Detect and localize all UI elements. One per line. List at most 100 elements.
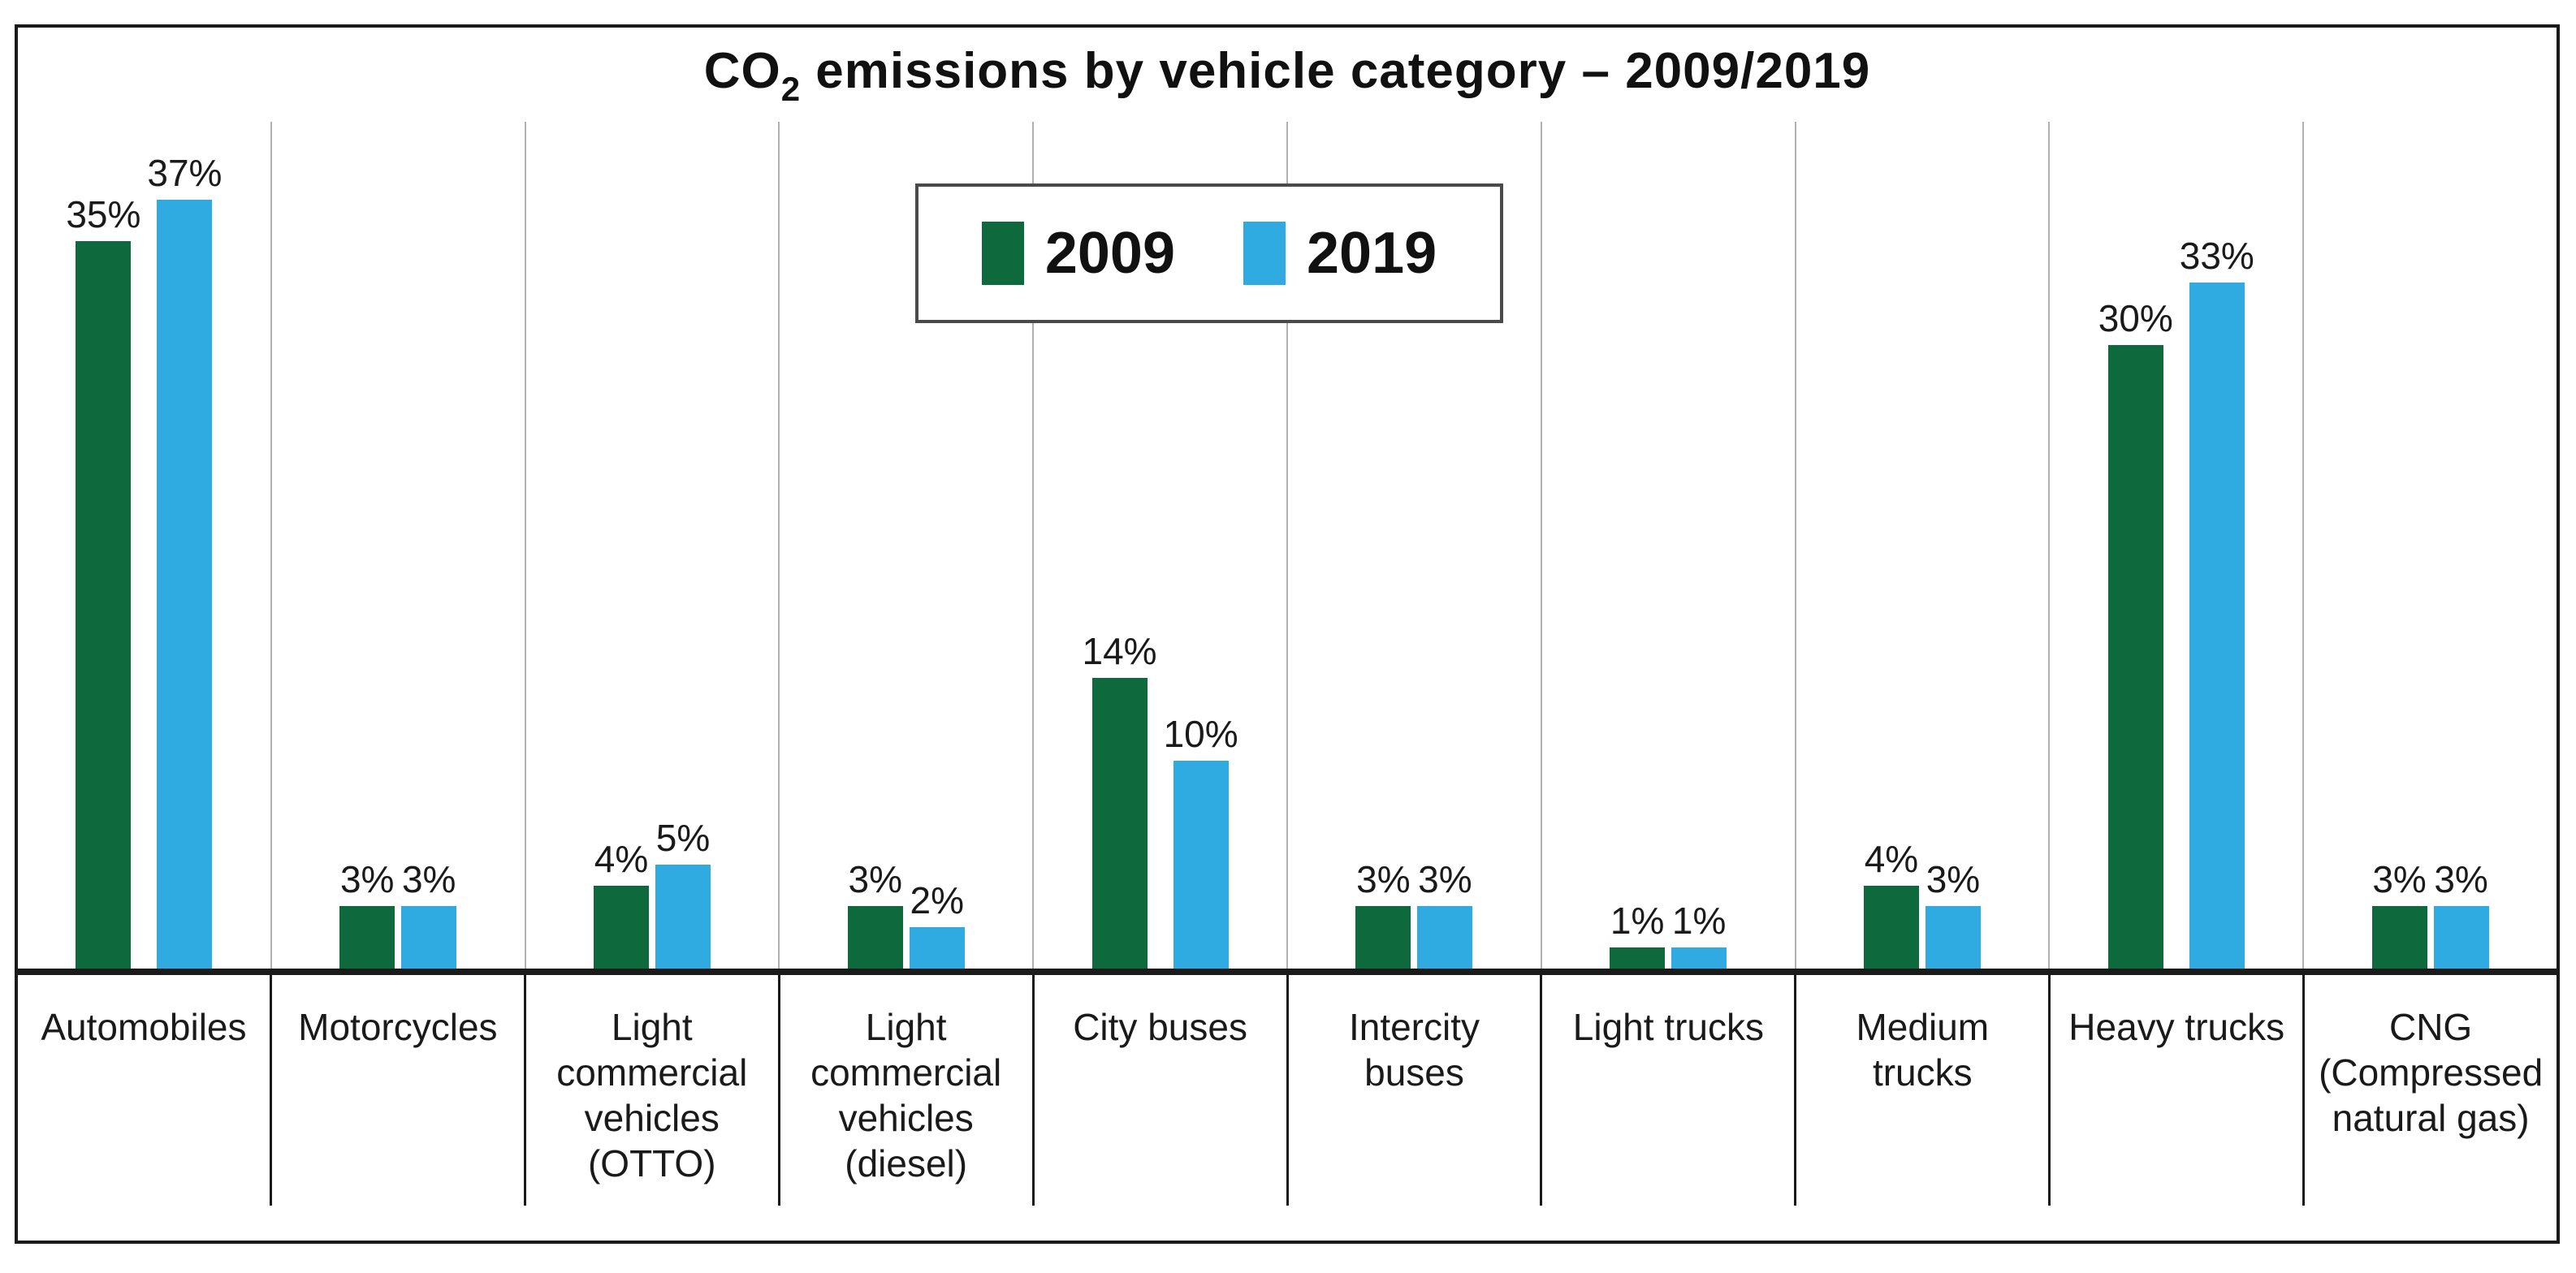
category-label: Automobiles [41,1006,247,1048]
category-column: 3% 2% [778,122,1032,969]
bar-value-label: 10% [1163,713,1238,755]
legend-label: 2019 [1307,221,1437,286]
bar-value-label: 3% [339,858,395,900]
bar-value-label: 3% [1418,858,1472,900]
bar-group-2019: 3% [1925,858,1981,969]
category-column: 14% 10% [1032,122,1286,969]
bar-value-label: 1% [1610,900,1665,942]
bar-value-label: 30% [2098,297,2173,339]
chart-title-pre: CO [703,43,781,99]
bar-group-2019: 3% [401,858,457,969]
category-column: 3% 3% [1286,122,1541,969]
bar-pair: 4% 3% [1861,840,1984,969]
category-label: City buses [1073,1006,1247,1048]
bar-pair: 30% 33% [2095,237,2258,969]
category-label: Light commercial vehicles (diesel) [810,1006,1002,1185]
category-column: 3% 3% [2302,122,2557,969]
chart-title: CO2 emissions by vehicle category – 2009… [18,42,2557,109]
legend-box: 2009 2019 [915,183,1503,323]
bar-group-2019: 5% [655,819,711,969]
plot-columns: 35% 37% 3% 3% 4% 5% 3% 2% 14% 10% 3% 3% 1% 1% 4% 3% 30% 3… [18,122,2557,969]
category-label-cell: Intercity buses [1286,975,1541,1206]
bar-group-2009: 3% [847,858,903,969]
bar-group-2009: 30% [2098,300,2173,969]
chart-title-post: emissions by vehicle category – 2009/201… [801,43,1871,99]
x-axis-line [18,969,2557,975]
bar-value-label: 3% [848,858,903,900]
category-label-cell: Automobiles [18,975,270,1206]
bar-group-2009: 3% [2371,858,2427,969]
bar-2019 [1671,947,1727,969]
bar-2009 [76,241,132,969]
category-column: 4% 3% [1794,122,2049,969]
bar-value-label: 4% [1864,838,1919,880]
category-label-cell: Light trucks [1540,975,1794,1206]
bar-value-label: 2% [910,879,965,921]
bar-2009 [1091,678,1148,969]
bar-2019 [655,865,711,969]
bar-2009 [1863,886,1919,969]
category-label-cell: Motorcycles [269,975,524,1206]
bar-group-2009: 14% [1083,632,1157,969]
legend-swatch-2019 [1243,222,1286,285]
chart-title-subscript: 2 [780,70,802,108]
bar-value-label: 5% [655,817,711,859]
category-column: 1% 1% [1540,122,1795,969]
bar-group-2009: 1% [1610,900,1666,969]
category-label-cell: Light commercial vehicles (OTTO) [523,975,778,1206]
legend-label: 2009 [1044,221,1175,286]
bar-2019 [2433,906,2489,969]
bar-2009 [1610,947,1666,969]
category-label: Heavy trucks [2068,1006,2285,1048]
bar-group-2009: 3% [1355,861,1411,969]
bar-pair: 3% 3% [2369,861,2492,969]
bar-group-2009: 35% [66,196,140,969]
bar-2019 [909,927,965,969]
category-label: CNG (Compressed natural gas) [2319,1006,2544,1140]
bar-group-2009: 3% [339,861,395,969]
legend-swatch-2009 [981,222,1024,285]
chart-frame: CO2 emissions by vehicle category – 2009… [15,24,2560,1244]
bar-pair: 1% 1% [1606,902,1730,969]
category-label-cell: City buses [1031,975,1286,1206]
bar-group-2019: 37% [147,154,222,969]
bar-value-label: 3% [2372,858,2427,900]
bar-group-2009: 4% [593,838,649,969]
bar-value-label: 4% [594,838,649,880]
bar-value-label: 1% [1671,900,1727,942]
bar-2019 [2189,283,2245,969]
bar-value-label: 3% [1926,858,1981,900]
bar-group-2019: 33% [2180,237,2254,969]
bar-pair: 3% 2% [845,861,968,969]
category-label: Medium trucks [1856,1006,1990,1094]
bar-group-2009: 4% [1863,838,1919,969]
category-label-cell: CNG (Compressed natural gas) [2302,975,2557,1206]
category-label: Motorcycles [298,1006,498,1048]
bar-pair: 14% 10% [1079,632,1242,969]
legend-item: 2009 [981,221,1175,286]
bar-pair: 3% 3% [336,861,460,969]
bar-2019 [1173,761,1229,969]
category-column: 35% 37% [18,122,270,969]
bar-2009 [339,906,395,969]
bar-value-label: 3% [2434,858,2488,900]
bar-value-label: 3% [401,858,456,900]
bar-2019 [1417,906,1473,969]
bar-group-2019: 3% [1417,858,1473,969]
category-column: 4% 5% [524,122,779,969]
bar-2019 [1925,906,1981,969]
bar-value-label: 37% [147,152,223,194]
category-label-cell: Light commercial vehicles (diesel) [777,975,1032,1206]
bar-value-label: 33% [2179,235,2254,277]
bar-value-label: 3% [1356,858,1411,900]
category-label: Light commercial vehicles (OTTO) [556,1006,748,1185]
bar-group-2019: 3% [2433,858,2489,969]
bar-2019 [157,200,213,969]
bar-pair: 4% 5% [590,819,714,969]
bar-2009 [1355,906,1411,969]
bar-value-label: 35% [66,193,141,235]
bar-group-2019: 1% [1671,902,1727,969]
category-column: 30% 33% [2048,122,2302,969]
legend-item: 2019 [1243,222,1437,285]
bar-pair: 3% 3% [1352,861,1476,969]
